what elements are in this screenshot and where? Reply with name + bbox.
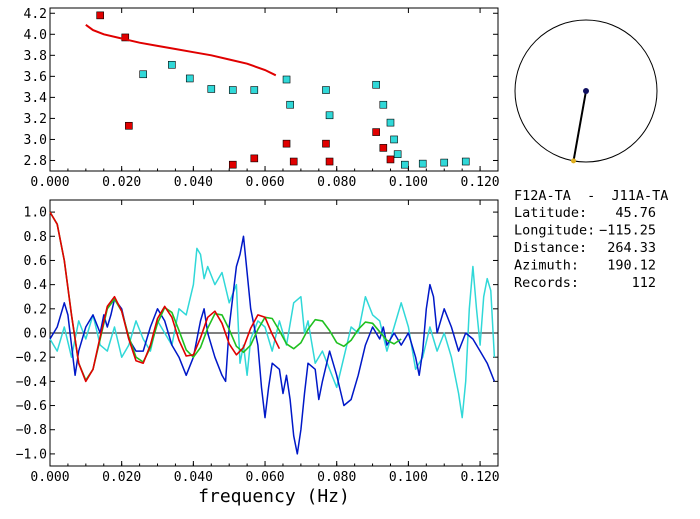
red-series-line: [49, 211, 281, 383]
y-tick-label: 0.0: [24, 327, 47, 342]
cyan-square-point: [386, 118, 395, 127]
x-tick-label: 0.020: [102, 470, 141, 485]
x-tick-label: 0.120: [461, 470, 500, 485]
info-value: −115.25: [599, 223, 656, 239]
cyan-square-point: [185, 74, 194, 83]
x-axis-title: frequency (Hz): [198, 486, 350, 507]
y-tick-label: 2.8: [24, 154, 47, 169]
red-square-point: [96, 11, 104, 20]
red-square-point: [250, 154, 259, 163]
cyan-square-point: [139, 70, 147, 79]
cyan-square-point: [250, 86, 259, 94]
dispersion-panel: 0.000 0.020 0.040 0.060 0.080 0.100 0.120 2.8 3.…: [24, 7, 500, 190]
y-tick-label: 0.6: [24, 254, 47, 269]
info-label: Records:: [514, 275, 579, 291]
y-tick-label: 0.8: [24, 230, 47, 245]
cyan-square-point: [393, 150, 402, 158]
azimuth-diagram: [514, 19, 658, 164]
cyan-square-point: [379, 100, 388, 109]
y-tick-label: −1.0: [16, 447, 47, 462]
red-square-point: [386, 155, 395, 164]
cyan-square-point: [390, 135, 398, 144]
cyan-square-point: [461, 157, 470, 166]
y-tick-label: 3.0: [24, 133, 47, 148]
red-square-point: [228, 160, 237, 169]
cyan-square-point: [168, 60, 176, 69]
y-tick-label: 4.2: [24, 7, 47, 22]
coherency-panel: 0.000 0.020 0.040 0.060 0.080 0.100 0.120 1.0 0.…: [16, 199, 500, 507]
y-tick-label: 1.0: [24, 206, 47, 221]
station-dot: [583, 88, 589, 94]
x-tick-label: 0.020: [102, 175, 141, 190]
y-tick-label: −0.2: [16, 351, 47, 366]
y-tick-label: 3.6: [24, 70, 47, 85]
red-square-point: [379, 144, 388, 152]
cyan-square-point: [372, 80, 380, 89]
cyan-square-point: [322, 86, 330, 94]
info-label: Azimuth:: [514, 258, 579, 274]
y-tick-label: 3.2: [24, 112, 47, 127]
dispersion-plot-frame: [49, 7, 499, 172]
green-series-line: [49, 211, 402, 381]
dispersion-axes: 0.000 0.020 0.040 0.060 0.080 0.100 0.120 2.8 3.…: [24, 7, 500, 190]
station-info-panel: F12A-TA - J11A-TA Latitude: 45.76 Longitud…: [514, 188, 668, 291]
x-tick-label: 0.000: [30, 175, 69, 190]
info-label: Distance:: [514, 240, 587, 256]
red-square-point: [282, 139, 291, 148]
coherency-axes: 0.000 0.020 0.040 0.060 0.080 0.100 0.120 1.0 0.…: [16, 200, 500, 485]
red-square-point: [322, 139, 330, 148]
info-value: 112: [632, 275, 656, 291]
red-square-point: [289, 157, 298, 166]
y-tick-label: 4.0: [24, 28, 47, 43]
y-tick-label: 0.2: [24, 302, 47, 317]
cyan-square-point: [440, 158, 449, 167]
y-tick-label: 0.4: [24, 278, 48, 293]
red-square-point: [325, 157, 334, 166]
station-pair-label: F12A-TA - J11A-TA: [514, 188, 668, 204]
x-tick-label: 0.080: [317, 175, 356, 190]
info-value: 264.33: [607, 240, 656, 256]
cyan-square-point: [325, 111, 334, 120]
red-square-point: [125, 121, 133, 130]
source-dot: [571, 158, 577, 164]
cyan-square-point: [282, 75, 291, 84]
cyan-square-point: [401, 160, 409, 169]
info-label: Latitude:: [514, 205, 587, 221]
x-tick-label: 0.120: [461, 175, 500, 190]
y-tick-label: 3.4: [24, 91, 48, 106]
y-tick-label: −0.8: [16, 423, 47, 438]
x-tick-label: 0.100: [389, 470, 428, 485]
cyan-square-point: [286, 100, 294, 109]
x-tick-label: 0.040: [174, 470, 213, 485]
info-value: 190.12: [607, 258, 656, 274]
x-tick-label: 0.040: [174, 175, 213, 190]
info-label: Longitude:: [514, 223, 595, 239]
dispersion-marks: [85, 11, 470, 169]
cyan-square-point: [228, 86, 237, 94]
x-tick-label: 0.080: [317, 470, 356, 485]
x-tick-label: 0.060: [245, 175, 284, 190]
coherency-marks: [49, 211, 498, 455]
cyan-square-point: [418, 159, 427, 168]
info-value: 45.76: [615, 205, 656, 221]
azimuth-circle: [514, 19, 658, 163]
red-square-point: [121, 33, 130, 42]
blue-series-line: [49, 235, 496, 455]
x-tick-label: 0.000: [30, 470, 69, 485]
fit-curve: [85, 23, 277, 77]
x-tick-label: 0.060: [245, 470, 284, 485]
x-tick-label: 0.100: [389, 175, 428, 190]
y-tick-label: −0.6: [16, 399, 47, 414]
cyan-series-line: [49, 247, 496, 419]
y-tick-label: 3.8: [24, 49, 47, 64]
red-square-point: [372, 128, 380, 136]
cyan-square-point: [207, 85, 216, 93]
y-tick-label: −0.4: [16, 375, 47, 390]
azimuth-ray: [572, 90, 587, 162]
